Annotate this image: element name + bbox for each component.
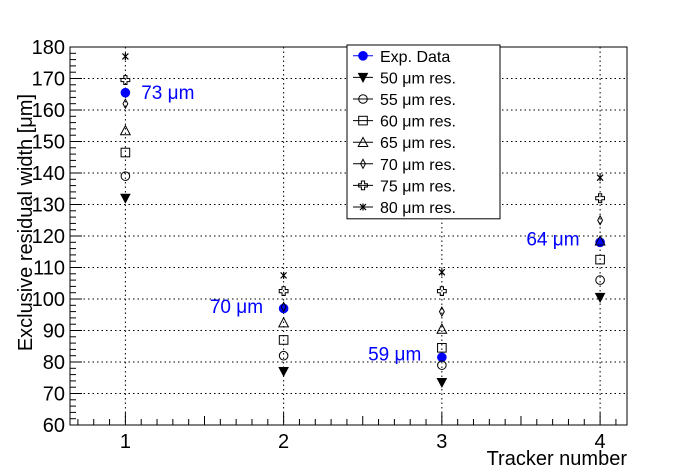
y-tick-label: 150 xyxy=(32,132,65,154)
legend-label-5: 70 μm res. xyxy=(380,157,456,174)
y-tick-label: 170 xyxy=(32,69,65,91)
legend-label-6: 75 μm res. xyxy=(380,178,456,195)
x-tick-label: 1 xyxy=(120,431,131,453)
point-series-5-3 xyxy=(597,214,604,226)
y-tick-label: 90 xyxy=(43,321,65,343)
point-series-7-1 xyxy=(280,271,288,279)
annotation-label-3: 64 μm xyxy=(526,229,579,250)
point-series-0-0 xyxy=(120,87,131,98)
axis-ticks: 60 70 80 90 100 110 120 130 140 150 160 170 180 1 2 3 4 xyxy=(32,37,617,453)
y-tick-label: 130 xyxy=(32,195,65,217)
legend-marker-5 xyxy=(360,158,366,170)
legend-box xyxy=(346,44,501,220)
x-axis-label: Tracker number xyxy=(487,448,628,470)
legend: Exp. Data 50 μm res. 55 μm res. 60 μm res. 6… xyxy=(346,44,501,220)
x-tick-label: 4 xyxy=(595,431,606,453)
annotation-label-0: 73 μm xyxy=(141,83,194,104)
point-series-5-2 xyxy=(438,306,445,318)
y-tick-label: 180 xyxy=(32,37,65,59)
annotations: 73 μm 70 μm 59 μm 64 μm xyxy=(141,83,579,365)
point-series-5-0 xyxy=(122,98,129,110)
legend-marker-2 xyxy=(358,94,368,104)
x-tick-label: 2 xyxy=(278,431,289,453)
legend-marker-4 xyxy=(357,136,369,147)
point-series-6-2 xyxy=(436,286,447,297)
point-series-1-0 xyxy=(120,193,131,204)
point-series-2-0 xyxy=(120,171,131,181)
y-tick-label: 60 xyxy=(43,415,65,437)
y-tick-label: 110 xyxy=(33,258,65,280)
point-series-4-1 xyxy=(277,316,290,328)
y-tick-label: 100 xyxy=(32,289,65,311)
point-series-3-3 xyxy=(595,254,605,265)
point-series-6-1 xyxy=(278,286,289,297)
legend-marker-1 xyxy=(357,72,369,83)
point-series-1-1 xyxy=(278,366,289,378)
point-series-3-0 xyxy=(120,147,131,158)
legend-label-4: 65 μm res. xyxy=(380,135,456,152)
y-tick-label: 80 xyxy=(43,352,65,374)
point-series-2-1 xyxy=(278,350,289,361)
annotation-label-1: 70 μm xyxy=(210,297,263,318)
point-series-1-2 xyxy=(436,377,448,389)
point-series-2-2 xyxy=(437,360,447,370)
y-tick-label: 70 xyxy=(43,384,65,406)
y-tick-label: 120 xyxy=(32,226,65,248)
point-series-7-3 xyxy=(596,174,604,182)
legend-marker-6 xyxy=(358,180,368,191)
point-series-2-3 xyxy=(595,275,605,285)
point-series-5-1 xyxy=(280,301,287,313)
legend-label-2: 55 μm res. xyxy=(380,92,456,109)
point-series-3-2 xyxy=(437,343,447,353)
point-series-0-2 xyxy=(437,352,447,363)
point-series-6-0 xyxy=(120,75,131,85)
grid-lines xyxy=(70,47,627,425)
point-series-1-3 xyxy=(594,292,606,303)
data-markers xyxy=(119,52,606,389)
legend-label-0: Exp. Data xyxy=(380,49,450,66)
legend-label-1: 50 μm res. xyxy=(380,70,456,87)
point-series-3-1 xyxy=(278,335,289,345)
y-tick-label: 140 xyxy=(32,163,65,185)
legend-marker-0 xyxy=(358,51,368,61)
legend-label-3: 60 μm res. xyxy=(380,114,456,131)
point-series-7-0 xyxy=(121,52,129,60)
x-tick-label: 3 xyxy=(436,431,447,453)
y-tick-label: 160 xyxy=(32,100,65,122)
legend-marker-7 xyxy=(359,203,367,211)
point-series-4-3 xyxy=(594,234,606,246)
point-series-4-0 xyxy=(119,124,132,136)
legend-marker-3 xyxy=(358,115,368,126)
point-series-4-2 xyxy=(436,323,448,334)
annotation-label-2: 59 μm xyxy=(368,344,421,365)
legend-label-7: 80 μm res. xyxy=(380,200,456,217)
y-axis-label: Exclusive residual width [μm] xyxy=(15,94,37,351)
point-series-6-3 xyxy=(595,193,605,204)
point-series-7-2 xyxy=(438,268,446,276)
